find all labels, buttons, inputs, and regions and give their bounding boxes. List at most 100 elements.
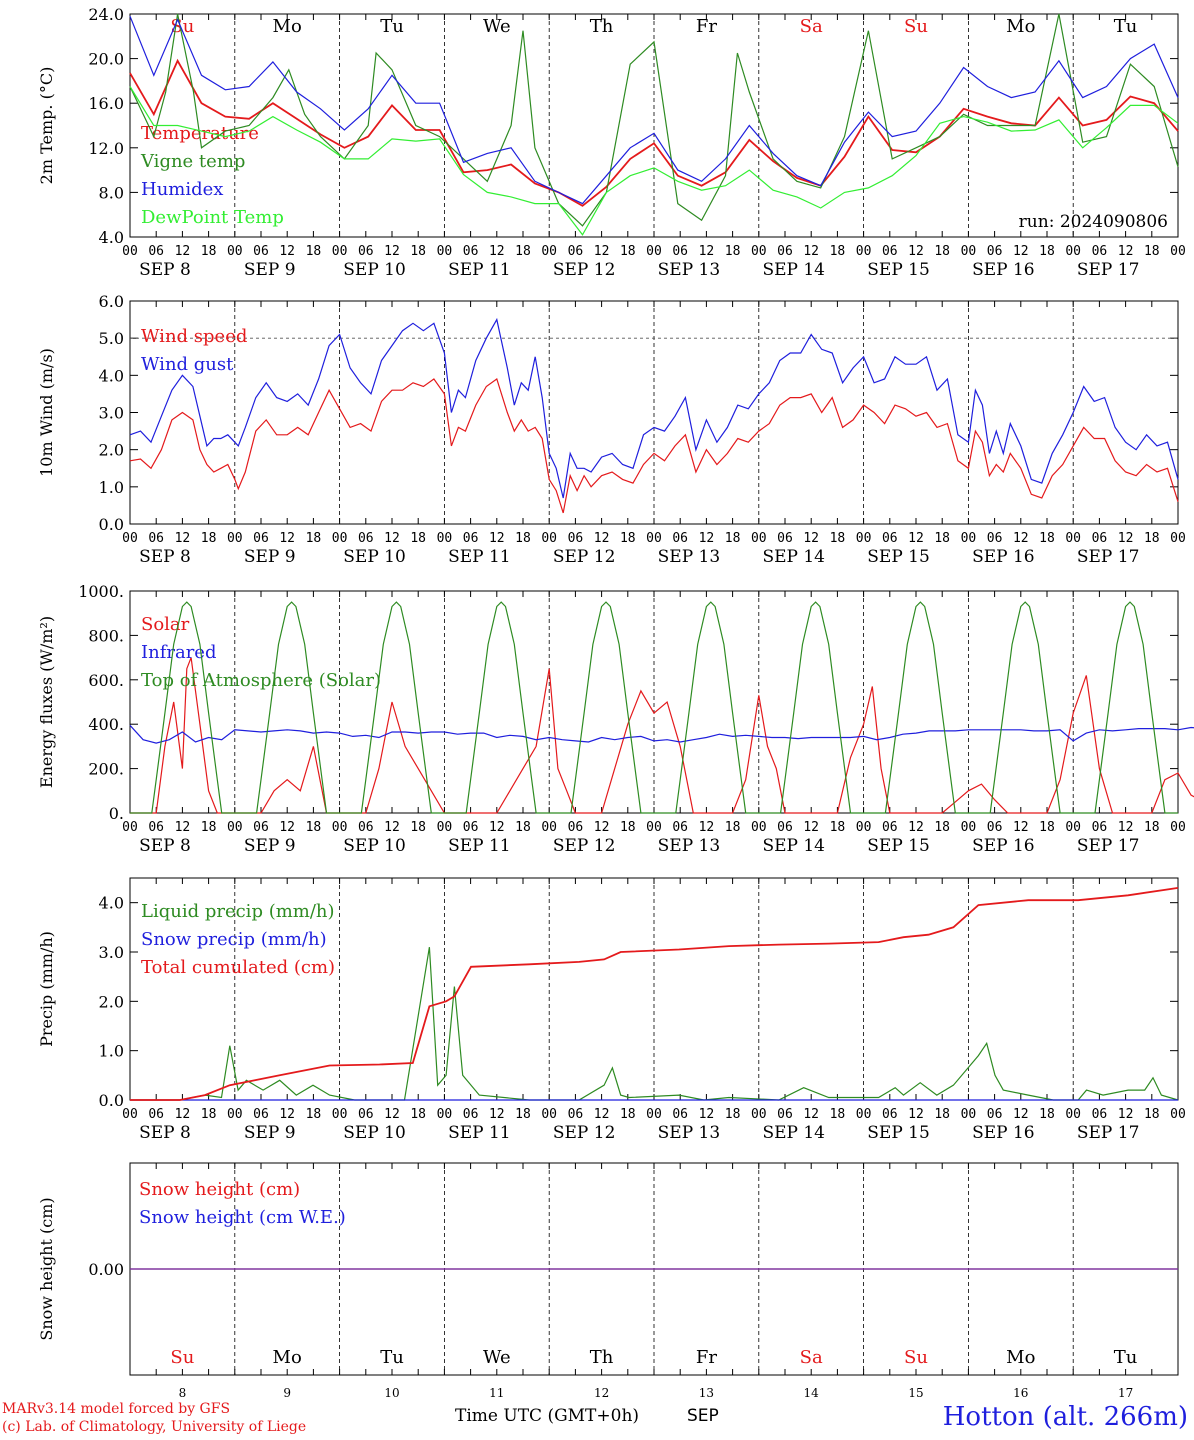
hour-tick-label: 00 (1065, 531, 1081, 546)
hour-tick-label: 00 (646, 244, 662, 259)
y-tick-label: 12.0 (88, 139, 124, 158)
y-tick-label: 4.0 (99, 894, 124, 913)
day-name: Th (590, 16, 614, 37)
day-name: Mo (273, 16, 302, 37)
date-label: SEP 16 (972, 1123, 1035, 1143)
footer-line-1: MARv3.14 model forced by GFS (2, 1401, 231, 1417)
hour-tick-label: 00 (1170, 1107, 1186, 1122)
date-label: SEP 14 (762, 1123, 825, 1143)
hour-tick-label: 12 (1013, 531, 1029, 546)
hour-tick-label: 18 (515, 531, 531, 546)
day-name: Mo (273, 1347, 302, 1368)
hour-tick-label: 12 (279, 1107, 295, 1122)
x-axis-month: SEP (687, 1406, 719, 1426)
hour-tick-label: 12 (175, 1107, 191, 1122)
footer-model-credit: MARv3.14 model forced by GFS (c) Lab. of… (2, 1400, 306, 1436)
day-number: 12 (594, 1386, 609, 1400)
hour-tick-label: 06 (1092, 531, 1108, 546)
hour-tick-label: 12 (803, 531, 819, 546)
legend-entry: Snow height (cm) (139, 1179, 300, 1200)
hour-tick-label: 00 (227, 1107, 243, 1122)
hour-tick-label: 00 (437, 820, 453, 835)
hour-tick-label: 12 (803, 244, 819, 259)
date-label: SEP 9 (244, 547, 296, 567)
date-label: SEP 17 (1077, 260, 1140, 280)
hour-tick-label: 00 (332, 1107, 348, 1122)
y-tick-label: 0.0 (99, 515, 124, 534)
hour-tick-label: 18 (410, 244, 426, 259)
hour-tick-label: 18 (934, 244, 950, 259)
hour-tick-label: 18 (306, 244, 322, 259)
hour-tick-label: 06 (148, 820, 164, 835)
day-name: We (483, 1347, 511, 1368)
date-label: SEP 14 (762, 260, 825, 280)
hour-tick-label: 00 (437, 244, 453, 259)
hour-tick-label: 18 (410, 820, 426, 835)
legend-entry: Wind gust (141, 354, 234, 375)
series-line-precip-2 (130, 887, 1179, 1101)
hour-tick-label: 18 (306, 820, 322, 835)
date-label: SEP 8 (139, 836, 191, 856)
hour-tick-label: 00 (856, 531, 872, 546)
day-name: Tu (380, 16, 404, 37)
date-label: SEP 13 (658, 260, 721, 280)
day-name: Su (904, 1347, 928, 1368)
legend-entry: Humidex (141, 179, 223, 200)
y-tick-label: 1.0 (99, 478, 124, 497)
date-label: SEP 9 (244, 1123, 296, 1143)
y-tick-label: 0.0 (99, 1091, 124, 1110)
day-name: Tu (1114, 1347, 1138, 1368)
y-tick-label: 0.00 (88, 1260, 124, 1279)
y-tick-label: 3.0 (99, 943, 124, 962)
y-tick-label: 1000. (78, 582, 124, 601)
hour-tick-label: 06 (1092, 820, 1108, 835)
hour-tick-label: 12 (175, 531, 191, 546)
day-number: 14 (804, 1386, 820, 1400)
hour-tick-label: 00 (961, 820, 977, 835)
hour-tick-label: 06 (148, 244, 164, 259)
hour-tick-label: 12 (594, 820, 610, 835)
hour-tick-label: 00 (856, 820, 872, 835)
hour-tick-label: 00 (541, 531, 557, 546)
y-tick-label: 200. (88, 760, 124, 779)
hour-tick-label: 06 (882, 244, 898, 259)
hour-tick-label: 06 (777, 244, 793, 259)
hour-tick-label: 06 (987, 531, 1003, 546)
day-name: Sa (800, 1347, 823, 1368)
date-label: SEP 12 (553, 1123, 616, 1143)
date-label: SEP 15 (867, 547, 930, 567)
date-label: SEP 10 (343, 260, 406, 280)
hour-tick-label: 18 (830, 244, 846, 259)
date-label: SEP 9 (244, 260, 296, 280)
y-tick-label: 1.0 (99, 1042, 124, 1061)
series-line-energy-1 (129, 724, 1194, 744)
hour-tick-label: 18 (725, 820, 741, 835)
day-number: 13 (699, 1386, 714, 1400)
hour-tick-label: 18 (201, 531, 217, 546)
hour-tick-label: 06 (777, 820, 793, 835)
hour-tick-label: 06 (777, 531, 793, 546)
hour-tick-label: 12 (1013, 820, 1029, 835)
day-name: Tu (1114, 16, 1138, 37)
hour-tick-label: 06 (253, 244, 269, 259)
hour-tick-label: 12 (1013, 1107, 1029, 1122)
date-label: SEP 12 (553, 547, 616, 567)
hour-tick-label: 00 (227, 820, 243, 835)
y-tick-label: 4.0 (99, 228, 124, 247)
hour-tick-label: 00 (961, 531, 977, 546)
series-line-temp-2 (129, 15, 1179, 205)
y-tick-label: 24.0 (88, 5, 124, 24)
hour-tick-label: 06 (358, 531, 374, 546)
hour-tick-label: 18 (830, 531, 846, 546)
legend-entry: Wind speed (141, 326, 247, 347)
hour-tick-label: 06 (148, 1107, 164, 1122)
hour-tick-label: 12 (803, 820, 819, 835)
hour-tick-label: 06 (882, 820, 898, 835)
hour-tick-label: 18 (1144, 244, 1160, 259)
hour-tick-label: 18 (934, 531, 950, 546)
y-axis-label: Energy fluxes (W/m²) (37, 616, 56, 788)
day-number: 15 (908, 1386, 923, 1400)
hour-tick-label: 18 (934, 1107, 950, 1122)
hour-tick-label: 00 (646, 1107, 662, 1122)
